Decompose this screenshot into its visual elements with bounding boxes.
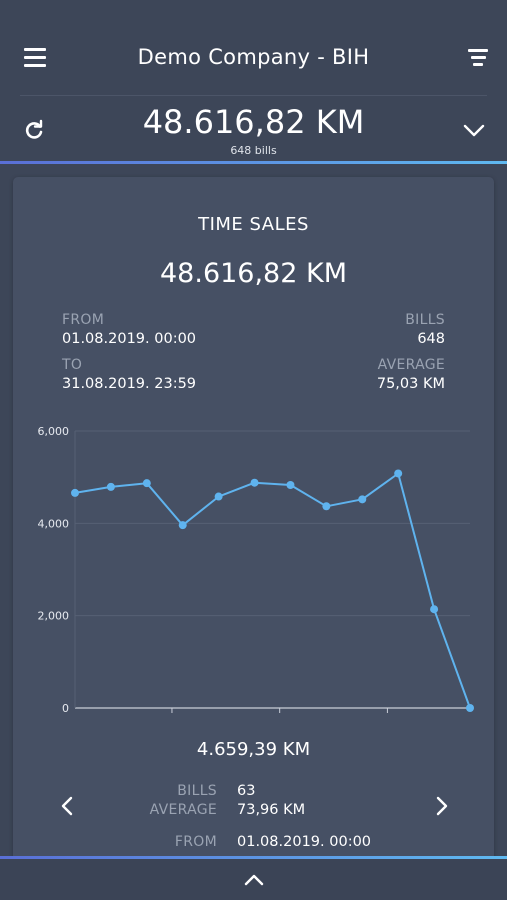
- y-tick-label: 6,000: [38, 425, 70, 438]
- average-label: AVERAGE: [377, 357, 445, 373]
- data-point: [430, 605, 439, 614]
- chevron-up-icon[interactable]: [242, 868, 266, 892]
- bills-count: 648 bills: [230, 144, 277, 157]
- data-point: [394, 469, 403, 478]
- data-point: [322, 502, 331, 511]
- bottom-bar: [0, 859, 507, 900]
- detail-average-value: 73,96 KM: [237, 802, 306, 818]
- from-label: FROM: [62, 312, 105, 328]
- data-point: [178, 521, 187, 530]
- summary-accent-line: [0, 161, 507, 164]
- y-tick-label: 4,000: [38, 517, 70, 530]
- data-point: [214, 492, 223, 501]
- hamburger-menu-icon[interactable]: [24, 48, 46, 68]
- data-point: [71, 488, 79, 497]
- total-amount: 48.616,82 KM: [142, 103, 365, 141]
- time-sales-card: [13, 177, 494, 877]
- from-value: 01.08.2019. 00:00: [62, 331, 197, 347]
- y-tick-label: 2,000: [38, 610, 70, 623]
- data-point: [466, 704, 474, 712]
- top-bar: Demo Company - BIH: [0, 0, 507, 96]
- data-point: [358, 495, 367, 504]
- selected-point-amount: 4.659,39 KM: [196, 739, 311, 760]
- data-point: [142, 479, 151, 488]
- header-divider: [20, 95, 487, 96]
- data-point: [250, 478, 259, 487]
- chevron-down-icon[interactable]: [462, 118, 486, 142]
- filter-icon[interactable]: [466, 49, 488, 71]
- to-value: 31.08.2019. 23:59: [62, 376, 197, 392]
- card-title: TIME SALES: [198, 214, 309, 235]
- detail-from-value: 01.08.2019. 00:00: [237, 834, 372, 850]
- time-sales-line-chart: 0 2,000 4,000 6,000: [38, 425, 474, 715]
- detail-bills-value: 63: [237, 783, 256, 799]
- y-tick-label: 0: [62, 702, 69, 715]
- bottom-accent-line: [0, 856, 507, 859]
- chevron-left-icon[interactable]: [56, 794, 80, 818]
- bills-label: BILLS: [405, 312, 445, 328]
- card-amount: 48.616,82 KM: [160, 258, 347, 289]
- detail-bills-label: BILLS: [177, 783, 217, 799]
- average-value: 75,03 KM: [376, 376, 445, 392]
- detail-average-label: AVERAGE: [149, 802, 217, 818]
- chevron-right-icon[interactable]: [429, 794, 453, 818]
- series-line: [74, 472, 471, 709]
- refresh-icon[interactable]: [22, 118, 46, 142]
- bills-value: 648: [417, 331, 445, 347]
- data-point: [106, 482, 115, 491]
- to-label: TO: [62, 357, 83, 373]
- detail-from-label: FROM: [174, 834, 217, 850]
- page-title: Demo Company - BIH: [137, 45, 370, 69]
- data-point: [286, 481, 295, 490]
